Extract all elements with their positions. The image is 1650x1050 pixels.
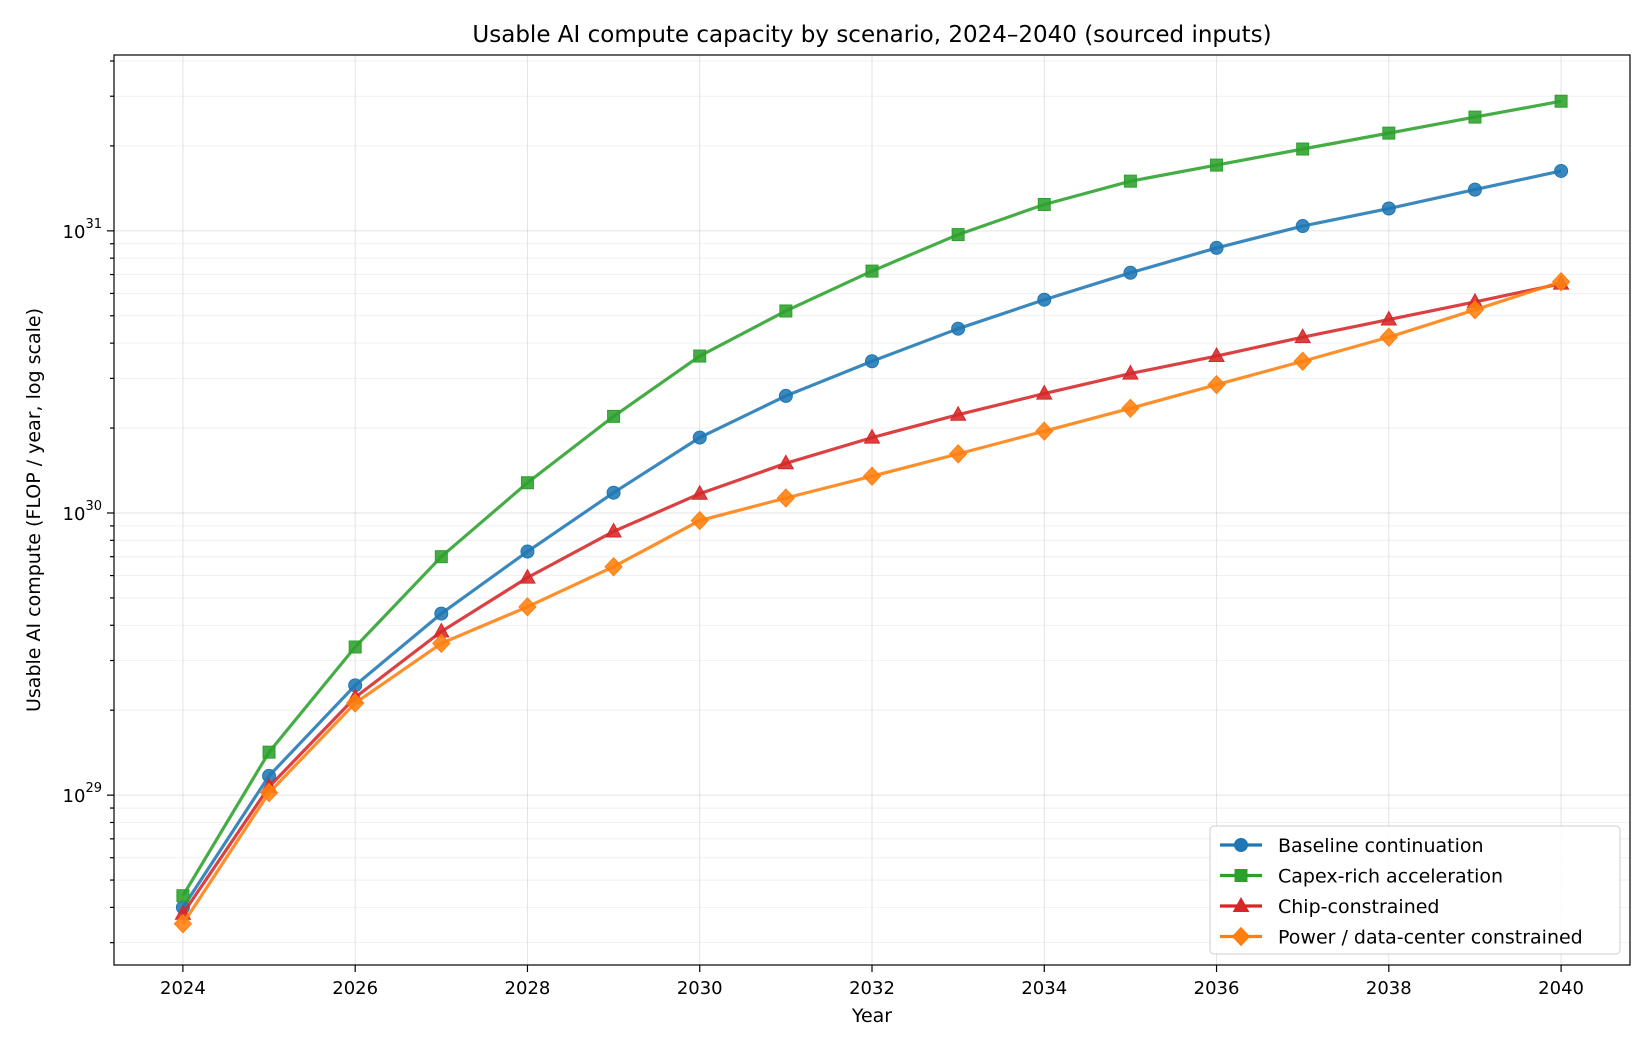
x-tick-label: 2036 <box>1194 978 1240 999</box>
series-layer <box>173 94 1571 934</box>
legend-entry: Capex-rich acceleration <box>1220 866 1503 888</box>
x-axis-label: Year <box>851 1005 892 1027</box>
x-tick-label: 2030 <box>677 978 723 999</box>
data-point <box>692 430 707 445</box>
data-point <box>1379 327 1399 347</box>
legend-marker <box>1231 926 1251 947</box>
data-point <box>1208 347 1225 363</box>
data-point <box>259 782 279 803</box>
data-point <box>776 488 796 508</box>
x-tick-label: 2026 <box>332 978 378 999</box>
data-point <box>1380 310 1398 326</box>
x-tick-label: 2028 <box>505 978 551 999</box>
x-tick-label: 2038 <box>1366 978 1412 999</box>
data-point <box>518 597 537 617</box>
x-tick-label: 2032 <box>849 978 895 999</box>
data-point <box>865 264 879 278</box>
data-point <box>1209 240 1224 255</box>
legend-entry: Chip-constrained <box>1220 896 1440 918</box>
data-point <box>865 354 879 369</box>
data-point <box>606 485 621 500</box>
series-3 <box>173 272 1571 934</box>
legend-entry: Power / data-center constrained <box>1220 927 1583 949</box>
data-point <box>1037 292 1052 307</box>
data-point <box>1035 421 1054 441</box>
data-point <box>948 444 968 464</box>
legend: Baseline continuation Capex-rich accelera… <box>1209 825 1621 955</box>
data-point <box>1554 163 1569 178</box>
x-axis: 2024 2026 2028 2030 2032 2034 2036 2038 2040 <box>160 965 1584 999</box>
y-tick-label: 1029 <box>63 781 102 807</box>
data-point <box>520 476 534 490</box>
legend-marker <box>1234 869 1248 882</box>
data-point <box>434 550 448 564</box>
data-point <box>778 388 793 403</box>
data-point <box>1554 94 1568 108</box>
data-point <box>345 693 365 713</box>
data-point <box>863 428 881 444</box>
data-point <box>1295 219 1310 234</box>
data-point <box>951 321 966 336</box>
data-point <box>173 914 193 934</box>
legend-entry: Baseline continuation <box>1220 835 1484 857</box>
legend-label: Chip-constrained <box>1278 896 1440 918</box>
data-point <box>1382 126 1396 140</box>
data-point <box>1294 328 1312 344</box>
data-point <box>262 745 276 759</box>
data-point <box>690 510 709 531</box>
data-point <box>951 228 965 242</box>
legend-box <box>1209 825 1621 955</box>
data-point <box>691 484 709 500</box>
series-1 <box>176 94 1568 903</box>
data-point <box>434 606 449 621</box>
x-tick-label: 2034 <box>1021 978 1067 999</box>
y-tick-label: 1031 <box>63 217 102 243</box>
y-axis: 1029 1030 1031 <box>63 60 114 944</box>
data-point <box>693 349 707 363</box>
x-tick-label: 2024 <box>160 978 206 999</box>
data-point <box>1467 182 1482 197</box>
grid <box>114 55 1630 965</box>
data-point <box>1037 197 1051 211</box>
chart-title: Usable AI compute capacity by scenario, … <box>472 22 1271 48</box>
data-point <box>1121 398 1140 419</box>
data-point <box>348 640 362 654</box>
data-point <box>1551 272 1571 292</box>
data-point <box>777 454 795 470</box>
data-point <box>862 466 882 486</box>
x-tick-label: 2040 <box>1538 978 1584 999</box>
data-point <box>176 889 190 903</box>
series-0 <box>175 163 1569 915</box>
data-point <box>1123 265 1138 280</box>
legend-marker <box>1234 838 1248 852</box>
data-point <box>1296 142 1310 156</box>
data-point <box>1123 174 1137 188</box>
data-point <box>604 556 623 577</box>
legend-label: Capex-rich acceleration <box>1278 866 1503 888</box>
data-point <box>605 522 622 538</box>
data-point <box>1465 300 1485 320</box>
data-point <box>520 544 535 559</box>
legend-label: Power / data-center constrained <box>1278 927 1583 949</box>
data-point <box>432 633 451 654</box>
data-point <box>949 405 967 421</box>
data-point <box>607 409 621 423</box>
data-point <box>1207 374 1226 395</box>
data-point <box>1381 201 1396 216</box>
data-point <box>1122 364 1139 380</box>
legend-marker <box>1232 896 1250 912</box>
data-point <box>1035 384 1053 400</box>
legend-label: Baseline continuation <box>1278 835 1484 857</box>
y-axis-label: Usable AI compute (FLOP / year, log scal… <box>23 308 45 712</box>
data-point <box>519 568 536 584</box>
y-tick-label: 1030 <box>63 499 102 525</box>
data-point <box>1210 158 1224 172</box>
data-point <box>1293 351 1312 371</box>
data-point <box>1468 110 1482 124</box>
data-point <box>779 304 793 318</box>
